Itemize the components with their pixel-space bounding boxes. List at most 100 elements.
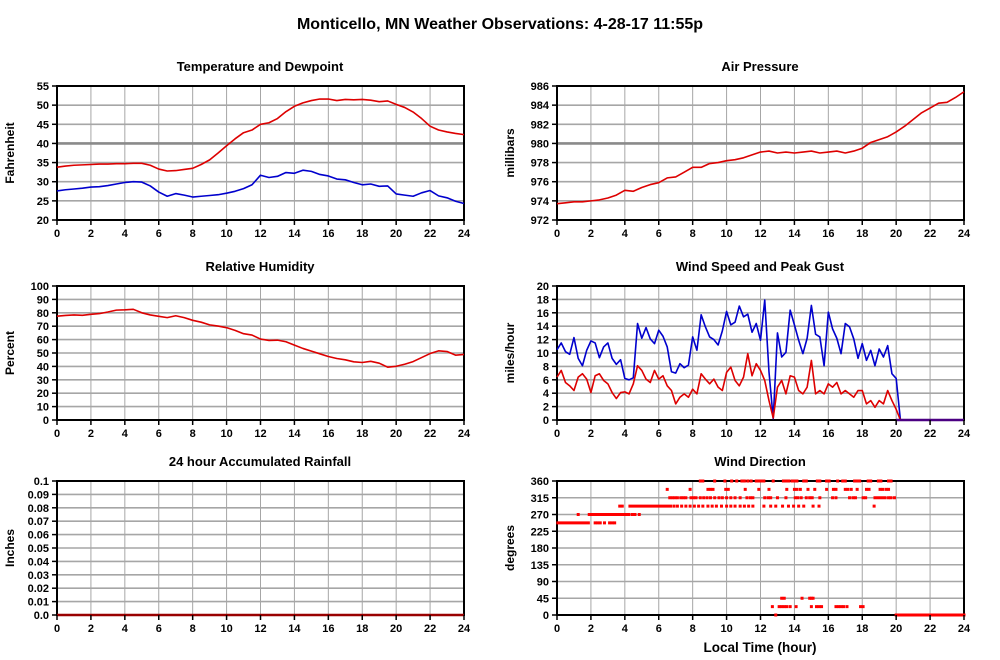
wind-direction-dots-dot [792, 487, 796, 491]
xtick-label: 4 [622, 228, 629, 240]
ytick-label: 50 [37, 348, 49, 360]
wind-direction-dots-dot [730, 479, 734, 483]
ytick-label: 2 [543, 402, 549, 414]
wind-direction-dots-dot [672, 504, 676, 508]
wind-direction-dots-dot [784, 479, 788, 483]
ytick-label: 315 [531, 493, 549, 505]
temperature-dewpoint-plot: Temperature and Dewpoint Fahrenheit 2025… [3, 59, 471, 240]
xtick-label: 18 [356, 228, 368, 240]
xtick-label: 12 [754, 428, 766, 440]
wind-direction-dots-dot [719, 504, 723, 508]
wind-direction-dots-dot [742, 504, 746, 508]
wind-direction-dots-dot [698, 496, 702, 500]
wind-direction-dots-dot [762, 504, 766, 508]
wind-direction-dots-dot [608, 521, 612, 525]
xtick-label: 0 [554, 228, 560, 240]
wind-direction-dots-dot [618, 504, 622, 508]
ytick-label: 16 [537, 308, 549, 320]
wind-direction-dots-dot [810, 496, 814, 500]
wind-direction-dots-dot [804, 496, 808, 500]
wind-direction-dots-dot [793, 496, 797, 500]
wind-direction-dots-dot [782, 605, 786, 609]
wind-direction-dots-dot [864, 496, 868, 500]
xtick-label: 2 [88, 428, 94, 440]
ytick-label: 976 [531, 177, 549, 189]
dewpoint-line [56, 169, 465, 205]
wind-direction-dots-dot [831, 496, 835, 500]
wind-direction-dots-dot [785, 605, 789, 609]
ytick-label: 0.1 [34, 476, 49, 488]
wind-direction-dots-dot [694, 496, 698, 500]
ytick-label: 0.03 [28, 570, 49, 582]
wind-direction-dots-dot [763, 496, 767, 500]
xtick-label: 6 [156, 228, 162, 240]
wind-direction-dots-dot [749, 479, 753, 483]
xtick-label: 4 [122, 228, 129, 240]
wind-direction-dots-dot [837, 605, 841, 609]
chart-title: 24 hour Accumulated Rainfall [169, 454, 351, 469]
page-title: Monticello, MN Weather Observations: 4-2… [296, 16, 704, 33]
wind-direction-dots-dot [774, 613, 778, 617]
wind-direction-dots-dot [795, 487, 799, 491]
wind-direction-dots-dot [785, 487, 789, 491]
ytick-label: 14 [537, 321, 550, 333]
xtick-label: 18 [356, 623, 368, 635]
charts-grid: Temperature and Dewpoint Fahrenheit 20 25… [0, 50, 1000, 660]
chart-rainfall: 24 hour Accumulated Rainfall Inches 0.0 0… [0, 445, 500, 660]
wind-direction-dots-dot [859, 605, 863, 609]
wind-direction-dots-dot [808, 496, 812, 500]
xtick-label: 14 [788, 228, 801, 240]
ytick-label: 180 [531, 543, 549, 555]
xtick-label: 14 [288, 428, 301, 440]
wind-direction-dots-dot [853, 496, 857, 500]
wind-direction-dots-dot [689, 496, 693, 500]
wind-direction-dots-dot [701, 504, 705, 508]
wind-direction-dots-dot [866, 479, 870, 483]
wind-direction-dots-dot [714, 504, 718, 508]
wind-direction-dots-dot [596, 521, 600, 525]
wind-direction-dots-dot [684, 504, 688, 508]
wind-direction-dots-dot [802, 504, 806, 508]
ytick-label: 982 [531, 119, 549, 131]
ytick-label: 100 [31, 281, 49, 293]
wind-direction-dots-dot [747, 504, 751, 508]
wind-direction-dots-dot [799, 496, 803, 500]
ytick-label: 4 [543, 388, 550, 400]
wind-direction-dots-dot [831, 487, 835, 491]
xtick-label: 20 [890, 623, 902, 635]
ytick-label: 6 [543, 375, 549, 387]
wind-direction-dots-dot [855, 479, 859, 483]
wind-direction-dots-dot [725, 504, 729, 508]
wind-direction-dots-dot [723, 479, 727, 483]
xtick-label: 8 [190, 228, 196, 240]
ytick-label: 984 [531, 100, 550, 112]
ytick-label: 35 [37, 158, 49, 170]
wind-direction-dots-dot [769, 504, 773, 508]
ytick-label: 0.07 [28, 516, 49, 528]
wind-direction-dots-dot [681, 496, 685, 500]
wind-direction-dots-dot [800, 596, 804, 600]
xtick-label: 12 [254, 623, 266, 635]
xtick-label: 2 [588, 228, 594, 240]
wind-direction-dots-dot [775, 496, 779, 500]
wind-direction-dots-dot [887, 487, 891, 491]
wind-direction-dots-dot [751, 496, 755, 500]
wind-direction-dots-dot [738, 496, 742, 500]
chart-title: Relative Humidity [205, 259, 315, 274]
wind-direction-dots-dot [887, 496, 891, 500]
wind-direction-dots-dot [733, 504, 737, 508]
wind-direction-dots-dot [879, 479, 883, 483]
y-axis-label: Inches [3, 529, 17, 567]
wind-direction-dots-dot [843, 487, 847, 491]
wind-direction-dots-dot [811, 596, 815, 600]
ytick-label: 0.01 [28, 597, 49, 609]
ytick-label: 0 [543, 610, 549, 622]
wind-direction-dots-dot [809, 596, 813, 600]
xtick-label: 12 [254, 228, 266, 240]
wind-direction-dots-dot [757, 479, 761, 483]
wind-direction-dots-dot [680, 504, 684, 508]
chart-relative-humidity: Relative Humidity Percent 0 10 20 30 40 50 60 7… [0, 250, 500, 445]
wind-direction-dots-dot [820, 605, 824, 609]
wind-direction-dots-dot [724, 487, 728, 491]
